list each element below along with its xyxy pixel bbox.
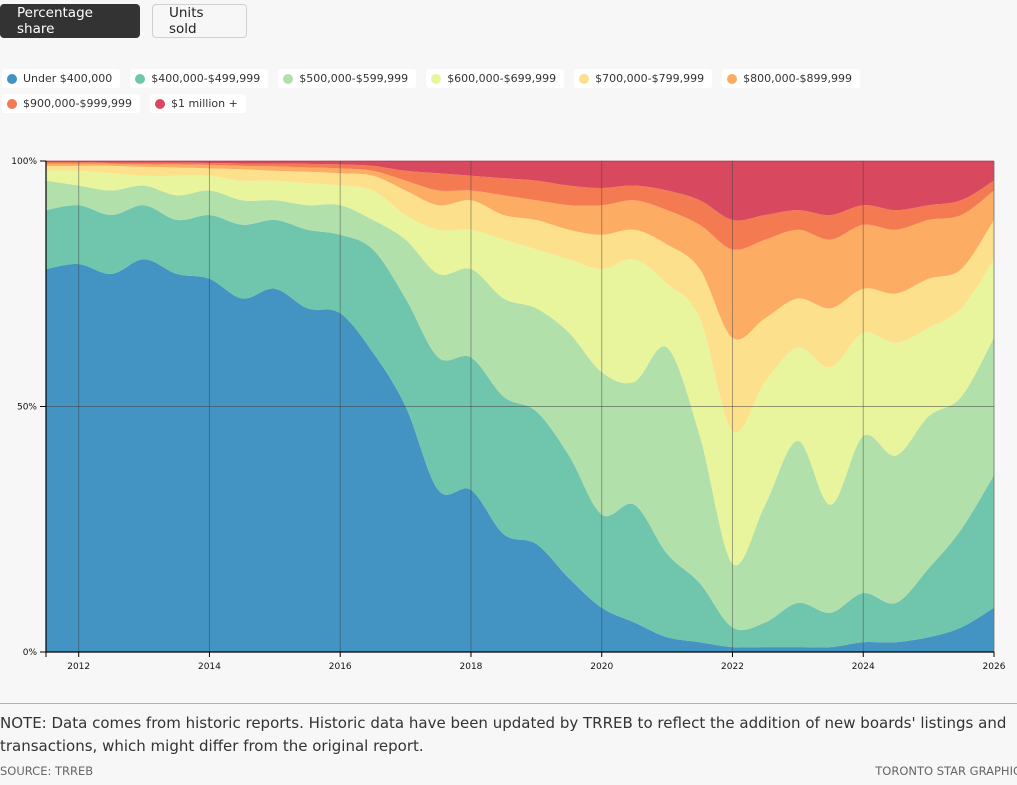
area-500-000-599-999[interactable] <box>46 180 994 631</box>
graphic-credit: TORONTO STAR GRAPHIC <box>875 764 1017 778</box>
x-tick-label: 2014 <box>198 662 221 672</box>
x-tick-label: 2016 <box>329 662 352 672</box>
legend-item-400k-499k[interactable]: $400,000-$499,999 <box>130 69 269 88</box>
legend-item-900k-999k[interactable]: $900,000-$999,999 <box>2 94 140 113</box>
legend-label: $1 million + <box>170 97 238 110</box>
stacked-area-chart: 2012 2014 2016 2018 2020 2022 2024 2026 0% 50% 100… <box>11 157 1005 672</box>
gridlines <box>46 160 995 652</box>
area-1-million[interactable] <box>46 161 994 221</box>
area-800-000-899-999[interactable] <box>46 163 994 340</box>
chart-mode-toggle: Percentage share Units sold <box>0 4 247 38</box>
percentage-share-button[interactable]: Percentage share <box>0 4 140 38</box>
legend-swatch-icon <box>727 73 738 84</box>
x-tick-label: 2018 <box>460 662 483 672</box>
legend-item-under-400k[interactable]: Under $400,000 <box>2 69 121 88</box>
footer-divider <box>0 703 1017 704</box>
legend-label: $600,000-$699,999 <box>447 72 557 85</box>
legend-swatch-icon <box>283 73 294 84</box>
legend-swatch-icon <box>7 73 17 84</box>
area-900-000-999-999[interactable] <box>46 161 994 250</box>
area-600-000-699-999[interactable] <box>46 170 994 566</box>
area-400-000-499-999[interactable] <box>46 205 994 648</box>
area-layers <box>46 161 994 652</box>
note-text: NOTE: Data comes from historic reports. … <box>0 714 1007 755</box>
x-tick-label: 2026 <box>983 662 1006 672</box>
legend-swatch-icon <box>154 98 165 109</box>
legend-swatch-icon <box>7 98 17 109</box>
x-tick-label: 2020 <box>590 662 613 672</box>
source-credit: SOURCE: TRREB <box>0 764 94 778</box>
area-700-000-799-999[interactable] <box>46 165 994 433</box>
legend-item-800k-899k[interactable]: $800,000-$899,999 <box>722 69 861 88</box>
chart-note: NOTE: Data comes from historic reports. … <box>0 712 1017 758</box>
legend-item-600k-699k[interactable]: $600,000-$699,999 <box>426 69 565 88</box>
chart-legend: Under $400,000 $400,000-$499,999 $500,00… <box>2 69 1002 113</box>
legend-label: $900,000-$999,999 <box>23 97 132 110</box>
legend-swatch-icon <box>135 73 146 84</box>
legend-swatch-icon <box>579 73 590 84</box>
legend-label: $400,000-$499,999 <box>151 72 261 85</box>
legend-swatch-icon <box>431 73 442 84</box>
y-tick-label: 50% <box>17 403 37 413</box>
legend-label: $500,000-$599,999 <box>299 72 409 85</box>
legend-label: $800,000-$899,999 <box>743 72 853 85</box>
legend-label: Under $400,000 <box>23 72 113 85</box>
legend-item-700k-799k[interactable]: $700,000-$799,999 <box>574 69 713 88</box>
y-tick-label: 100% <box>11 157 37 167</box>
x-tick-label: 2022 <box>721 662 744 672</box>
area-under-400-000[interactable] <box>46 259 994 652</box>
legend-item-1m-plus[interactable]: $1 million + <box>149 94 246 113</box>
x-tick-label: 2012 <box>67 662 90 672</box>
y-tick-label: 0% <box>23 648 38 658</box>
x-tick-label: 2024 <box>852 662 875 672</box>
units-sold-button[interactable]: Units sold <box>152 4 247 38</box>
legend-label: $700,000-$799,999 <box>595 72 705 85</box>
axes: 2012 2014 2016 2018 2020 2022 2024 2026 0% 50% 100… <box>11 157 1005 672</box>
legend-item-500k-599k[interactable]: $500,000-$599,999 <box>278 69 417 88</box>
